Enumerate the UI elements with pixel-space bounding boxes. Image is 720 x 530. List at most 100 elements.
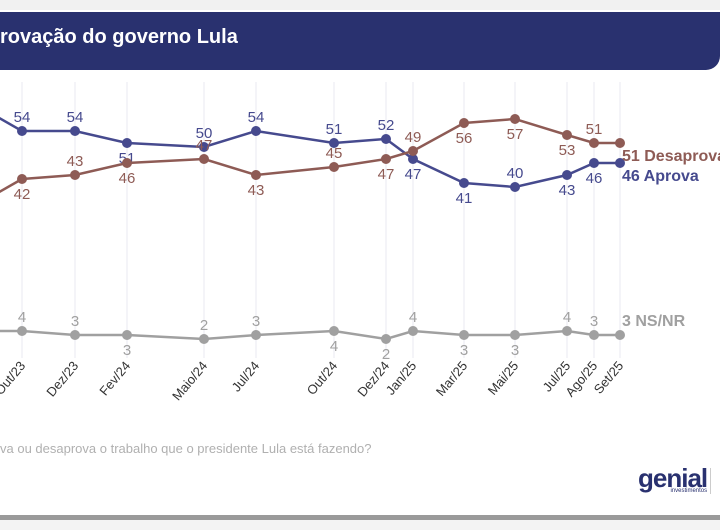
- data-point: [70, 170, 80, 180]
- data-label: 2: [200, 317, 208, 334]
- chart-title: rovação do governo Lula: [0, 26, 238, 48]
- data-point: [562, 130, 572, 140]
- data-label: 45: [326, 145, 343, 162]
- data-label: 43: [248, 182, 265, 199]
- x-tick-label: Set/25: [591, 358, 627, 396]
- data-point: [615, 330, 625, 340]
- data-label: 49: [405, 129, 422, 146]
- series-end-label: 51 Desaprova: [622, 148, 720, 165]
- data-point: [381, 334, 391, 344]
- x-tick-label: Maio/24: [169, 358, 210, 403]
- data-point: [329, 326, 339, 336]
- data-label: 51: [586, 121, 603, 138]
- data-label: 41: [456, 190, 473, 207]
- data-point: [381, 154, 391, 164]
- data-label: 51: [326, 121, 343, 138]
- data-label: 43: [559, 182, 576, 199]
- series-line-stub: [0, 116, 23, 133]
- data-label: 4: [563, 309, 571, 326]
- data-point: [381, 134, 391, 144]
- data-point: [17, 326, 27, 336]
- data-point: [589, 138, 599, 148]
- data-label: 3: [123, 342, 131, 359]
- data-point: [459, 178, 469, 188]
- bottom-border: [0, 515, 720, 520]
- data-point: [329, 162, 339, 172]
- data-label: 3: [590, 313, 598, 330]
- data-point: [510, 330, 520, 340]
- data-label: 4: [18, 309, 26, 326]
- data-point: [17, 174, 27, 184]
- series-end-label: 3 NS/NR: [622, 313, 686, 330]
- data-label: 43: [67, 153, 84, 170]
- data-point: [329, 138, 339, 148]
- data-label: 47: [405, 166, 422, 183]
- chart-header: rovação do governo Lula: [0, 12, 720, 70]
- data-point: [408, 326, 418, 336]
- data-point: [589, 158, 599, 168]
- data-point: [251, 170, 261, 180]
- survey-question: va ou desaprova o trabalho que o preside…: [0, 441, 372, 456]
- data-point: [459, 330, 469, 340]
- data-label: 3: [71, 313, 79, 330]
- bottom-strip: [0, 520, 720, 530]
- data-label: 53: [559, 142, 576, 159]
- data-label: 2: [382, 346, 390, 363]
- data-point: [615, 158, 625, 168]
- data-label: 47: [378, 166, 395, 183]
- x-tick-label: Mai/25: [485, 358, 522, 398]
- data-point: [122, 158, 132, 168]
- data-label: 40: [507, 165, 524, 182]
- data-point: [70, 126, 80, 136]
- data-label: 4: [330, 338, 338, 355]
- data-label: 52: [378, 117, 395, 134]
- data-label: 47: [196, 137, 213, 154]
- data-point: [17, 126, 27, 136]
- line-chart: Out/23 Dez/23 Fev/24 Maio/24 Jul/24 Out/24 Dez…: [0, 82, 720, 403]
- data-point: [70, 330, 80, 340]
- data-point: [459, 118, 469, 128]
- x-tick-label: Jul/24: [229, 358, 263, 394]
- data-point: [408, 154, 418, 164]
- data-label: 46: [119, 170, 136, 187]
- x-tick-label: Dez/24: [354, 358, 392, 399]
- data-label: 3: [511, 342, 519, 359]
- data-point: [510, 114, 520, 124]
- data-label: 3: [252, 313, 260, 330]
- data-point: [251, 330, 261, 340]
- data-label: 4: [409, 309, 417, 326]
- x-tick-label: Mar/25: [433, 358, 471, 399]
- series-line-desaprova: [21, 117, 620, 181]
- data-point: [562, 326, 572, 336]
- logo-text: genial: [638, 463, 708, 493]
- logo-divider: [710, 468, 711, 494]
- data-point: [510, 182, 520, 192]
- data-point: [122, 330, 132, 340]
- data-label: 46: [586, 170, 603, 187]
- data-label: 54: [14, 109, 31, 126]
- series-line-stub: [0, 177, 23, 194]
- data-point: [199, 142, 209, 152]
- data-label: 54: [248, 109, 265, 126]
- genial-logo: genial investimentos: [638, 463, 711, 494]
- data-point: [615, 138, 625, 148]
- data-label: 50: [196, 125, 213, 142]
- data-label: 42: [14, 186, 31, 203]
- series-end-label: 46 Aprova: [622, 168, 699, 185]
- data-label: 57: [507, 126, 524, 143]
- x-tick-label: Fev/24: [96, 358, 133, 398]
- x-tick-label: Jan/25: [383, 358, 420, 398]
- data-label: 56: [456, 130, 473, 147]
- x-tick-label: Out/23: [0, 358, 28, 398]
- data-label: 54: [67, 109, 84, 126]
- top-strip: [0, 0, 720, 10]
- data-point: [122, 138, 132, 148]
- logo-subtext: investimentos: [670, 488, 708, 494]
- data-point: [408, 146, 418, 156]
- data-point: [199, 154, 209, 164]
- data-point: [199, 334, 209, 344]
- x-tick-label: Out/24: [304, 358, 341, 398]
- data-point: [589, 330, 599, 340]
- data-label: 3: [460, 342, 468, 359]
- series-line-nsnr: [21, 329, 620, 341]
